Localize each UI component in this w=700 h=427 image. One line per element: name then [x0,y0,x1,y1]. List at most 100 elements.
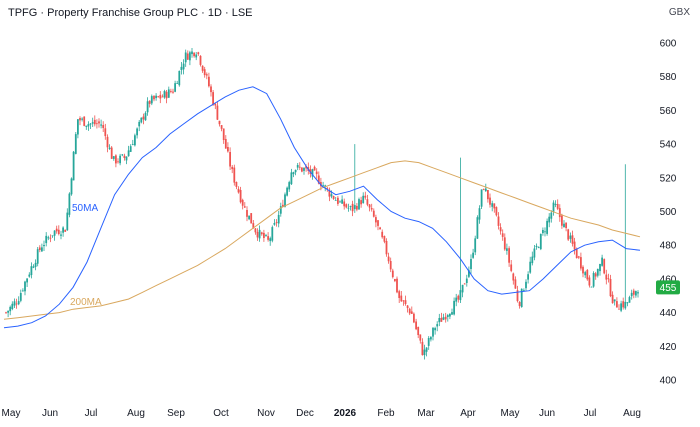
candle-body [453,300,455,315]
candle [375,214,377,228]
x-tick-label: Oct [213,408,229,419]
candle [263,229,265,242]
candle [542,227,544,236]
candle [22,288,24,292]
candle [449,313,451,320]
candle-body [182,63,185,70]
candle [398,289,401,303]
candle-body [275,222,278,223]
candle [506,243,508,255]
candle [9,305,12,316]
candle-body [370,208,373,210]
candle-body [148,100,151,104]
candle [370,203,373,212]
candle-body [362,195,365,204]
candle [383,235,386,244]
candle-body [544,231,546,233]
candle-body [599,264,601,272]
candle-body [77,119,79,135]
candle [345,203,348,209]
candle [571,230,574,247]
candle [17,296,20,306]
candle-body [110,147,113,159]
candle-body [263,232,265,238]
candle [45,232,48,247]
candle [529,256,532,274]
x-tick-label: Mar [417,408,435,419]
candle-body [408,308,411,314]
candle-body [98,121,100,124]
candle [577,255,580,260]
candle [334,197,337,201]
candle-body [512,273,515,281]
candle [239,186,242,204]
candle-body [19,293,22,301]
candle-body [277,214,280,224]
candle [616,297,618,308]
candle-body [142,116,145,120]
x-tick-label: Jul [584,408,597,419]
candle [442,313,445,321]
candle [497,212,500,230]
candle-body [503,237,506,250]
candle [19,289,22,303]
candle [618,304,620,310]
candle [159,91,162,104]
candle [195,52,198,61]
x-tick-label: Apr [460,408,476,419]
candle-body [60,234,62,236]
candle [66,208,69,231]
candle [260,231,263,236]
candle [233,164,236,186]
y-tick-label: 400 [660,376,677,387]
candle-body [296,165,299,168]
candle [210,84,212,97]
candle-body [632,290,635,295]
candle-body [427,338,430,346]
candle-body [62,227,64,233]
candle-body [499,227,502,232]
candle [131,139,134,146]
candle-body [199,55,202,65]
candle-body [298,166,301,168]
candle-body [317,175,320,184]
candle [203,66,206,78]
candle [55,225,58,234]
y-tick-label: 440 [660,308,677,319]
candle-body [222,128,225,140]
candle [328,187,331,202]
candle-body [279,206,282,214]
candle-body [186,53,189,60]
candle-body [620,303,622,311]
ma200-line [3,160,641,320]
candle-body [55,228,58,232]
candle [611,291,614,304]
candle-body [282,204,284,207]
last-price-value: 455 [660,283,677,294]
candle-body [463,283,466,285]
candle [199,55,202,67]
candle-body [273,223,276,225]
candle [178,70,181,87]
candle [292,171,295,178]
candle [123,153,126,161]
candle-body [212,92,214,105]
candle-body [423,349,426,356]
candle-body [571,235,574,244]
candle-body [410,311,413,314]
candle [176,80,179,84]
candle [129,144,132,152]
candle-body [430,337,432,340]
candle [430,336,432,342]
candle [512,272,515,285]
candle [584,270,587,279]
candle-body [13,301,16,306]
candle-body [440,317,443,322]
candle-body [520,288,523,307]
y-tick-label: 420 [660,342,677,353]
candle-body [38,247,41,250]
candle-body [565,222,567,228]
candle-body [482,189,485,190]
candle-body [592,273,595,287]
